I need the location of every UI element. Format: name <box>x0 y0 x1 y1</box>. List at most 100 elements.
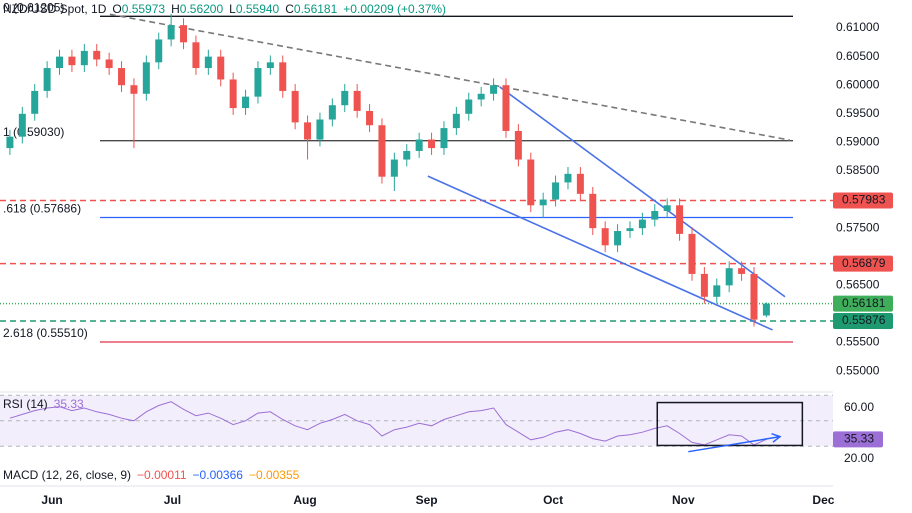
rsi-title: RSI (14) <box>3 397 48 411</box>
candle-body <box>738 268 746 274</box>
rsi-tick-label: 60.00 <box>844 400 874 414</box>
candle-body <box>452 113 460 129</box>
candle-body <box>403 150 411 160</box>
fib-label: 0 (0.61205) <box>3 0 64 14</box>
candle-body <box>180 25 188 43</box>
candle-body <box>217 56 225 80</box>
candle-body <box>390 159 398 177</box>
candle-body <box>502 85 510 131</box>
macd-title: MACD (12, 26, close, 9) <box>3 468 131 482</box>
candle-body <box>353 90 361 111</box>
candle-body <box>316 119 324 140</box>
candle-body <box>651 211 659 220</box>
rsi-value: 35.33 <box>54 397 84 411</box>
rsi-badge-label: 35.33 <box>844 432 874 446</box>
ohlc-value: 0.56181 <box>294 2 338 16</box>
candle-body <box>428 139 436 149</box>
candle-body <box>514 130 522 160</box>
candle-body <box>266 62 274 69</box>
fib-label: .618 (0.57686) <box>3 202 81 216</box>
candle-body <box>576 173 584 194</box>
candle-body <box>291 90 299 123</box>
candle-body <box>155 39 163 63</box>
rsi-header: RSI (14) 35.33 <box>3 397 84 411</box>
macd-header: MACD (12, 26, close, 9) −0.00011 −0.00366−… <box>3 468 300 482</box>
candle-body <box>130 85 138 94</box>
ohlc-value: 0.55940 <box>236 2 280 16</box>
candle-body <box>539 199 547 206</box>
candle-body <box>378 125 386 177</box>
macd-value: −0.00355 <box>249 468 300 482</box>
price-badge <box>833 295 893 312</box>
candle-body <box>43 68 51 91</box>
y-tick-label: 0.57500 <box>836 220 880 234</box>
x-tick-label: Dec <box>812 493 834 507</box>
rsi-line <box>9 401 767 446</box>
ohlc-key: L <box>229 2 236 16</box>
candle-body <box>490 85 498 94</box>
candle-body <box>366 110 374 126</box>
candle-body <box>638 219 646 229</box>
candle-body <box>118 68 126 86</box>
candle-body <box>762 303 770 316</box>
candle-body <box>750 273 758 320</box>
price-badge-label: 0.55876 <box>842 313 886 327</box>
x-tick-label: Jun <box>41 493 62 507</box>
candle-body <box>688 233 696 274</box>
candle-body <box>552 182 560 200</box>
candle-body <box>415 139 423 151</box>
y-tick-label: 0.59000 <box>836 135 880 149</box>
change: +0.00209 (+0.37%) <box>343 2 446 16</box>
candle-body <box>465 99 473 114</box>
candle-body <box>68 56 76 66</box>
candle-body <box>328 105 336 120</box>
x-tick-label: Sep <box>416 493 438 507</box>
rsi-badge <box>833 431 883 448</box>
candle-body <box>279 62 287 91</box>
rsi-arrow <box>688 435 781 453</box>
fib-label: 2.618 (0.55510) <box>3 326 88 340</box>
price-badge-label: 0.56181 <box>842 296 886 310</box>
candle-body <box>167 25 175 40</box>
candle-body <box>440 128 448 149</box>
candle-body <box>589 193 597 229</box>
price-badge <box>833 192 893 209</box>
rsi-tick-label: 20.00 <box>844 451 874 465</box>
candle-body <box>564 173 572 183</box>
price-badge-label: 0.57983 <box>842 193 886 207</box>
price-badge-label: 0.56879 <box>842 256 886 270</box>
candle-body <box>192 42 200 69</box>
candle-body <box>56 56 64 69</box>
candle-body <box>614 231 622 246</box>
trendline <box>499 86 786 298</box>
candle-body <box>663 205 671 212</box>
candle-body <box>31 90 39 114</box>
candle-body <box>527 159 535 206</box>
ohlc-key: H <box>171 2 180 16</box>
candle-body <box>242 96 250 109</box>
x-tick-label: Oct <box>543 493 563 507</box>
ohlc-value: 0.55973 <box>122 2 166 16</box>
ohlc-key: O <box>112 2 121 16</box>
x-tick-label: Nov <box>672 493 695 507</box>
candle-body <box>105 59 113 69</box>
header: NZD/USD Spot, 1D O0.55973 H0.56200 L0.55940… <box>3 2 446 16</box>
x-tick-label: Jul <box>164 493 181 507</box>
y-tick-label: 0.56500 <box>836 278 880 292</box>
y-tick-label: 0.55500 <box>836 335 880 349</box>
y-tick-label: 0.60500 <box>836 49 880 63</box>
ohlc-key: C <box>285 2 294 16</box>
candle-body <box>142 62 150 94</box>
candle-body <box>18 113 26 137</box>
candle-body <box>477 93 485 100</box>
ohlc-value: 0.56200 <box>180 2 224 16</box>
x-tick-label: Aug <box>293 493 316 507</box>
y-tick-label: 0.60000 <box>836 77 880 91</box>
candle-body <box>341 90 349 106</box>
candle-body <box>80 50 88 66</box>
candle-body <box>713 285 721 297</box>
y-tick-label: 0.58500 <box>836 163 880 177</box>
fib-label: 1 (0.59030) <box>3 125 64 139</box>
